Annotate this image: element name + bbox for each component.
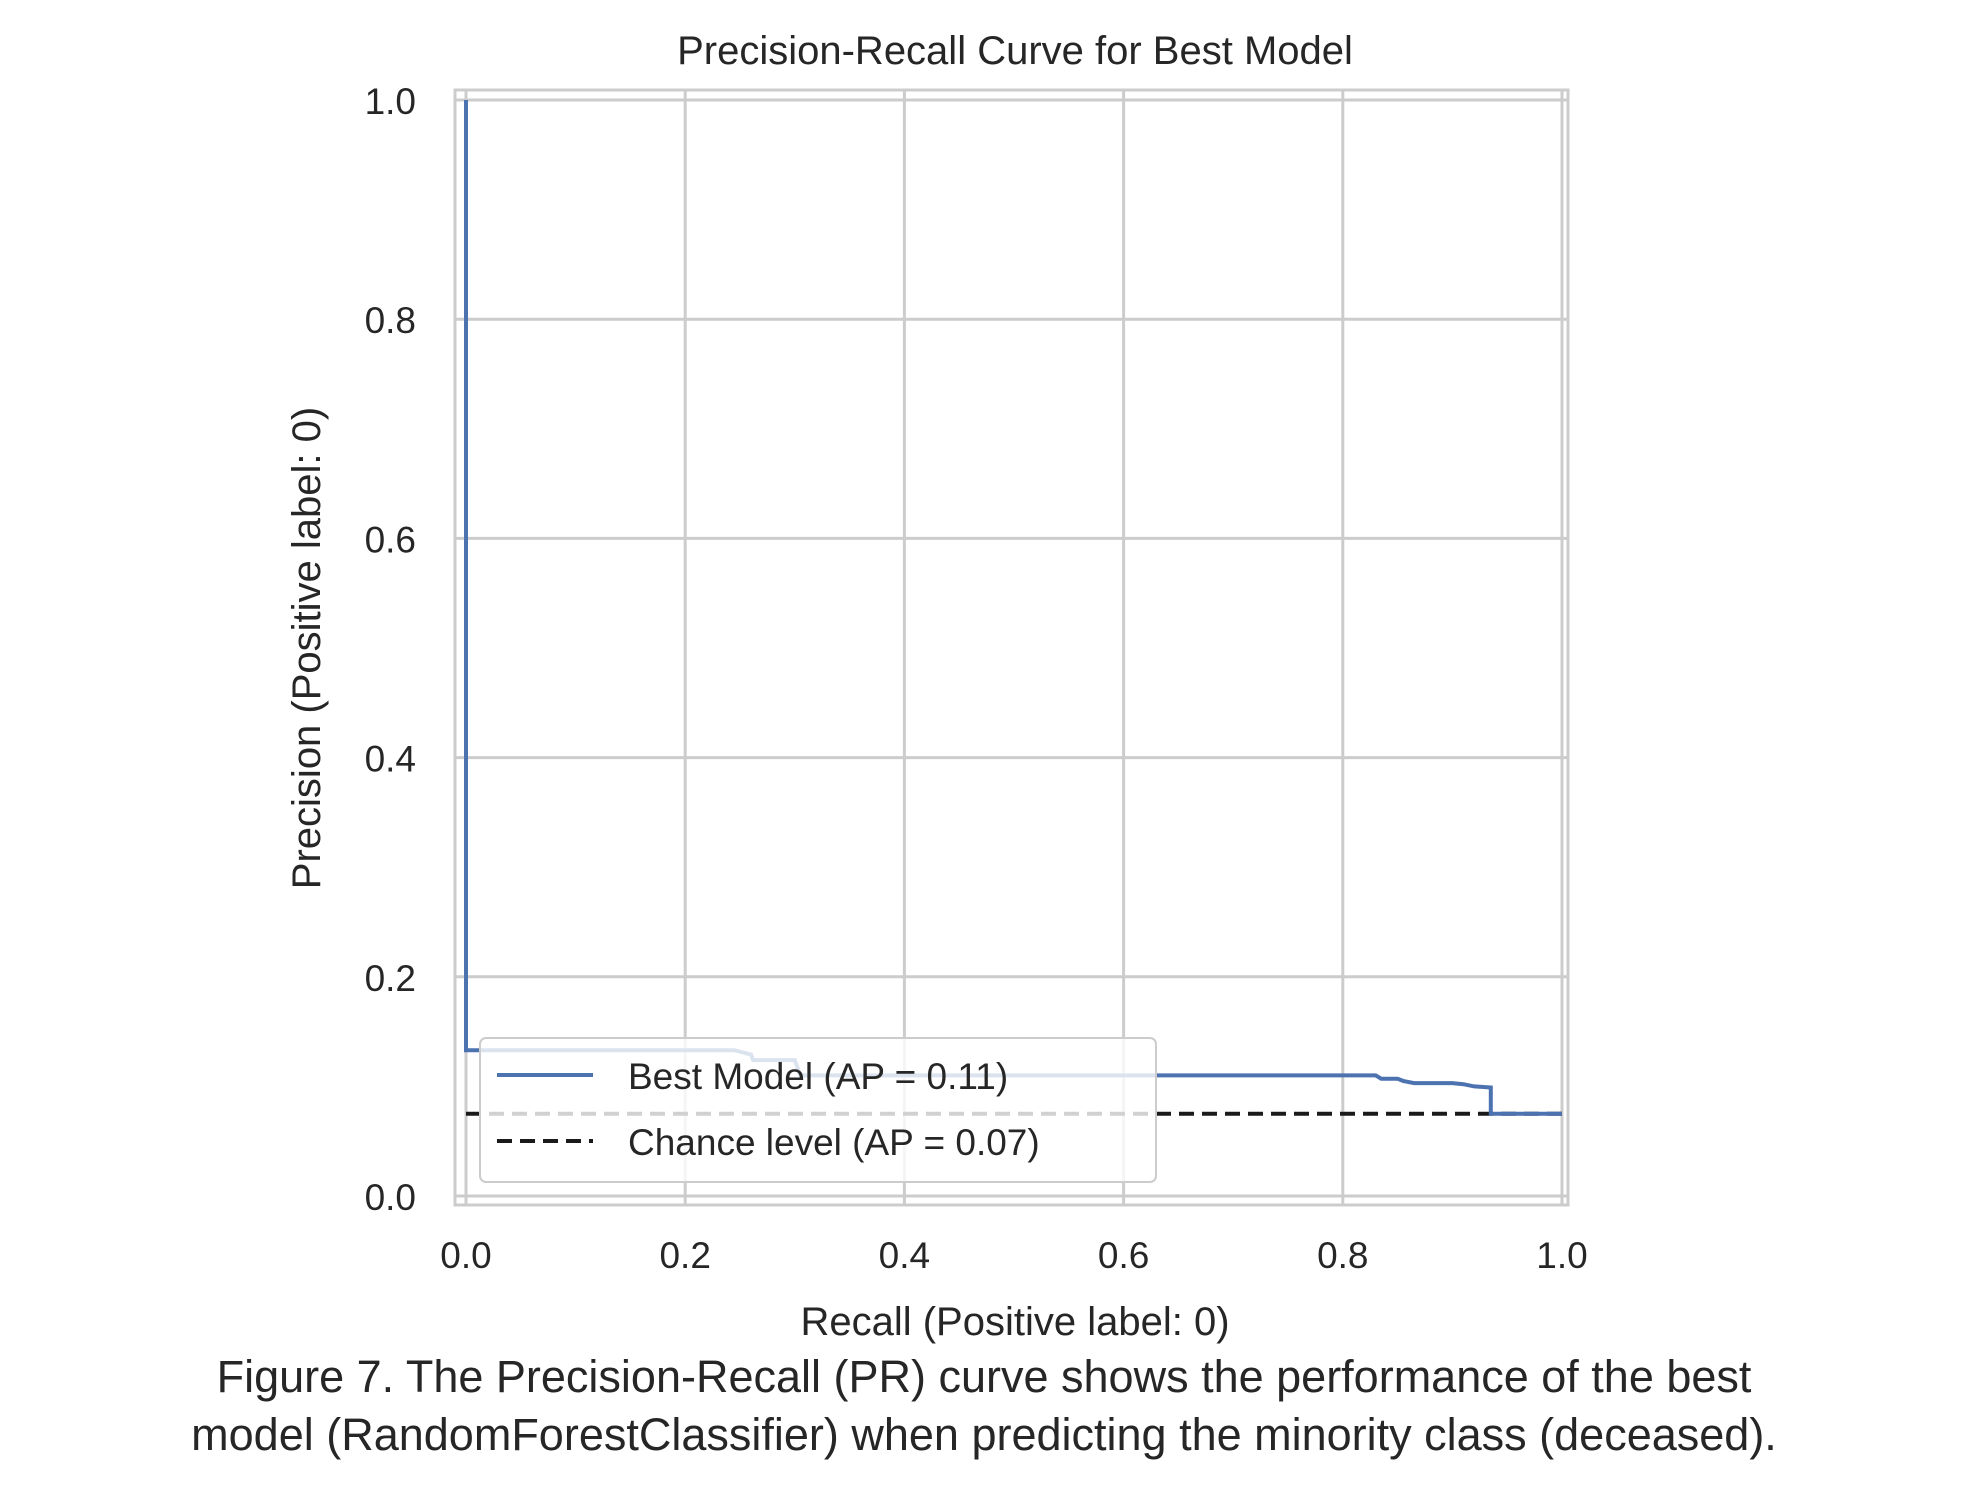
- chart-title: Precision-Recall Curve for Best Model: [677, 29, 1353, 73]
- x-tick-label: 0.6: [1098, 1235, 1149, 1276]
- x-tick-label: 0.8: [1317, 1235, 1368, 1276]
- x-tick-label: 0.0: [440, 1235, 491, 1276]
- y-tick-label: 0.4: [365, 739, 416, 780]
- plot-frame: [453, 88, 1570, 1207]
- x-tick-label: 1.0: [1536, 1235, 1587, 1276]
- y-axis-label: Precision (Positive label: 0): [285, 407, 329, 889]
- x-tick-label: 0.4: [879, 1235, 930, 1276]
- y-tick-labels: 0.0 0.2 0.4 0.6 0.8 1.0: [365, 81, 416, 1218]
- pr-curve-chart: Precision-Recall Curve for Best Model 0.…: [285, 29, 1588, 1344]
- y-tick-label: 1.0: [365, 81, 416, 122]
- y-tick-label: 0.6: [365, 519, 416, 560]
- y-tick-label: 0.8: [365, 300, 416, 341]
- caption-line-1: Figure 7. The Precision-Recall (PR) curv…: [216, 1351, 1752, 1402]
- y-tick-label: 0.2: [365, 958, 416, 999]
- legend-label-chance-level: Chance level (AP = 0.07): [628, 1122, 1040, 1163]
- x-tick-labels: 0.0 0.2 0.4 0.6 0.8 1.0: [440, 1235, 1587, 1276]
- figure-caption: Figure 7. The Precision-Recall (PR) curv…: [0, 1348, 1968, 1464]
- plot-area: [455, 90, 1568, 1205]
- x-axis-label: Recall (Positive label: 0): [800, 1300, 1229, 1344]
- y-tick-label: 0.0: [365, 1177, 416, 1218]
- legend: Best Model (AP = 0.11) Chance level (AP …: [479, 1037, 1157, 1183]
- legend-box: [479, 1037, 1157, 1183]
- x-tick-label: 0.2: [659, 1235, 710, 1276]
- caption-line-2: model (RandomForestClassifier) when pred…: [191, 1409, 1777, 1460]
- grid-lines: [455, 90, 1568, 1205]
- legend-label-best-model: Best Model (AP = 0.11): [628, 1056, 1008, 1097]
